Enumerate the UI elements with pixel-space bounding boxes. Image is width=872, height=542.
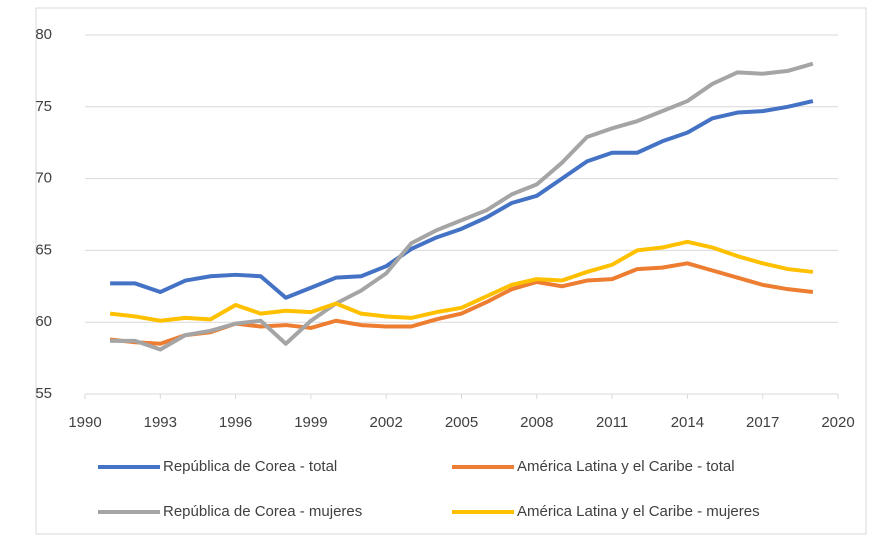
- y-tick-label: 55: [35, 385, 52, 402]
- x-tick-label: 2020: [821, 414, 854, 431]
- x-tick-label: 1996: [219, 414, 252, 431]
- y-tick-label: 70: [35, 170, 52, 187]
- x-tick-label: 2014: [671, 414, 704, 431]
- x-tick-label: 2017: [746, 414, 779, 431]
- legend-label: República de Corea - total: [163, 458, 337, 475]
- y-tick-label: 65: [35, 241, 52, 258]
- x-tick-label: 1999: [294, 414, 327, 431]
- legend-label: República de Corea - mujeres: [163, 503, 362, 520]
- y-tick-label: 75: [35, 98, 52, 115]
- legend-label: América Latina y el Caribe - total: [517, 458, 735, 475]
- x-tick-label: 2008: [520, 414, 553, 431]
- series-line: [110, 61, 814, 352]
- y-tick-label: 60: [35, 313, 52, 330]
- x-tick-label: 1993: [144, 414, 177, 431]
- series-line: [110, 99, 814, 300]
- x-tick-label: 2011: [596, 414, 628, 431]
- x-tick-label: 2002: [370, 414, 403, 431]
- legend-label: América Latina y el Caribe - mujeres: [517, 503, 760, 520]
- x-tick-label: 1990: [68, 414, 101, 431]
- x-tick-label: 2005: [445, 414, 478, 431]
- y-tick-label: 80: [35, 26, 52, 43]
- series-line: [109, 239, 814, 323]
- chart-frame: [35, 7, 867, 535]
